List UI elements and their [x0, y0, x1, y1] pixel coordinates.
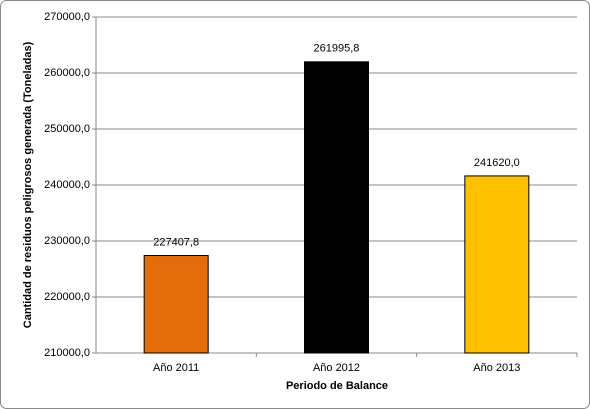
y-tick-label: 240000,0 [44, 179, 90, 191]
value-label: 227407,8 [153, 236, 199, 248]
x-axis-title: Periodo de Balance [286, 380, 388, 392]
y-axis-title: Cantidad de residuos peligrosos generada… [22, 41, 34, 328]
value-label: 241620,0 [474, 157, 520, 169]
y-tick-label: 220000,0 [44, 291, 90, 303]
y-tick-label: 250000,0 [44, 123, 90, 135]
y-tick-label: 210000,0 [44, 347, 90, 359]
x-tick-label: Año 2011 [153, 362, 199, 374]
y-tick-label: 260000,0 [44, 67, 90, 79]
x-tick-label: Año 2013 [473, 362, 520, 374]
value-label: 261995,8 [314, 43, 360, 55]
bar [143, 255, 209, 354]
bar [464, 175, 530, 354]
y-tick-label: 270000,0 [44, 11, 90, 23]
bar [304, 61, 369, 354]
y-tick-label: 230000,0 [44, 235, 90, 247]
x-tick-label: Año 2012 [313, 362, 360, 374]
